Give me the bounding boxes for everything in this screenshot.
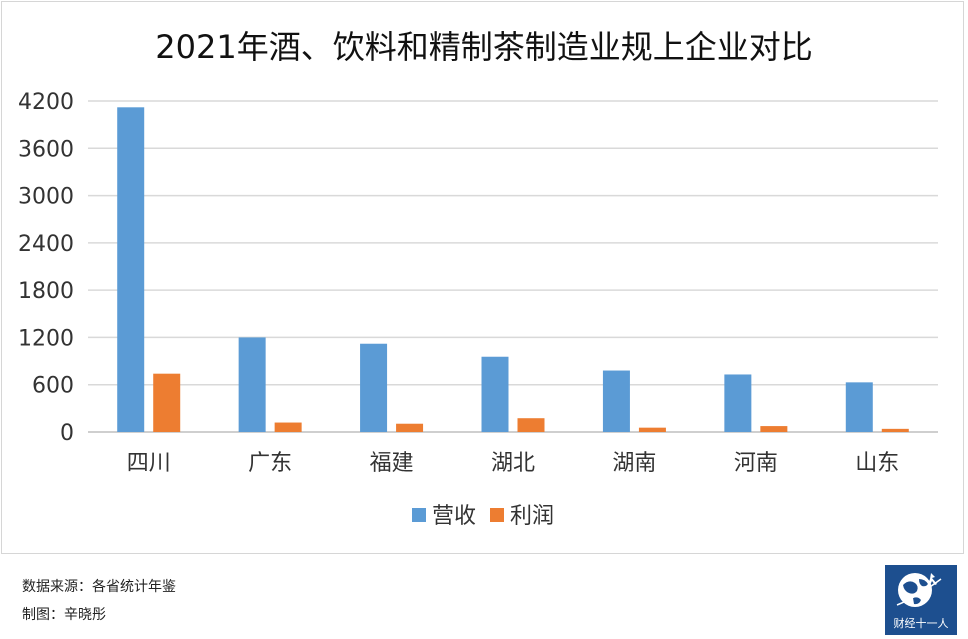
y-tick-label: 1200 (18, 326, 74, 351)
bar-profit (517, 418, 545, 432)
bar-revenue (238, 337, 266, 432)
x-tick-label: 山东 (855, 451, 899, 476)
x-axis-ticks: 四川 广东 福建 湖北 湖南 河南 山东 (127, 451, 900, 476)
chart-frame (1, 1, 964, 554)
bar-revenue (481, 356, 509, 432)
grid-lines (88, 100, 938, 433)
chart-title: 2021年酒、饮料和精制茶制造业规上企业对比 (155, 28, 812, 66)
bar-profit (638, 427, 666, 432)
y-tick-label: 0 (60, 421, 74, 446)
globe-icon (896, 573, 942, 607)
author-note: 制图：辛晓彤 (22, 607, 106, 623)
legend-swatch (412, 508, 426, 522)
bar-profit (396, 423, 424, 432)
y-tick-label: 2400 (18, 232, 74, 257)
bar-revenue (845, 382, 873, 432)
bar-revenue (724, 374, 752, 432)
y-tick-label: 4200 (18, 90, 74, 115)
y-tick-label: 1800 (18, 279, 74, 304)
bar-profit (274, 422, 302, 432)
bar-revenue (117, 107, 145, 433)
bar-revenue (360, 343, 388, 432)
brand-label: 财经十一人 (893, 617, 949, 630)
y-axis-ticks: 0 600 1200 1800 2400 3000 3600 4200 (18, 90, 74, 446)
bar-profit (760, 426, 788, 432)
legend: 营收 利润 (412, 504, 554, 529)
legend-swatch (490, 508, 504, 522)
y-tick-label: 600 (32, 374, 74, 399)
bar-revenue (602, 370, 630, 432)
legend-label: 营收 (432, 504, 476, 529)
y-tick-label: 3000 (18, 185, 74, 210)
x-tick-label: 四川 (127, 451, 171, 476)
bar-chart: 2021年酒、饮料和精制茶制造业规上企业对比 0 600 1200 1800 2400 3… (18, 28, 938, 529)
x-tick-label: 广东 (248, 451, 292, 476)
x-tick-label: 湖北 (491, 451, 535, 476)
data-source-note: 数据来源：各省统计年鉴 (22, 579, 176, 595)
bar-profit (881, 428, 909, 432)
brand-logo: 财经十一人 (885, 565, 957, 635)
x-tick-label: 湖南 (612, 451, 656, 476)
y-tick-label: 3600 (18, 137, 74, 162)
legend-label: 利润 (510, 504, 554, 529)
x-tick-label: 福建 (370, 451, 414, 476)
bars (117, 107, 909, 433)
bar-profit (153, 373, 181, 432)
x-tick-label: 河南 (734, 451, 778, 476)
